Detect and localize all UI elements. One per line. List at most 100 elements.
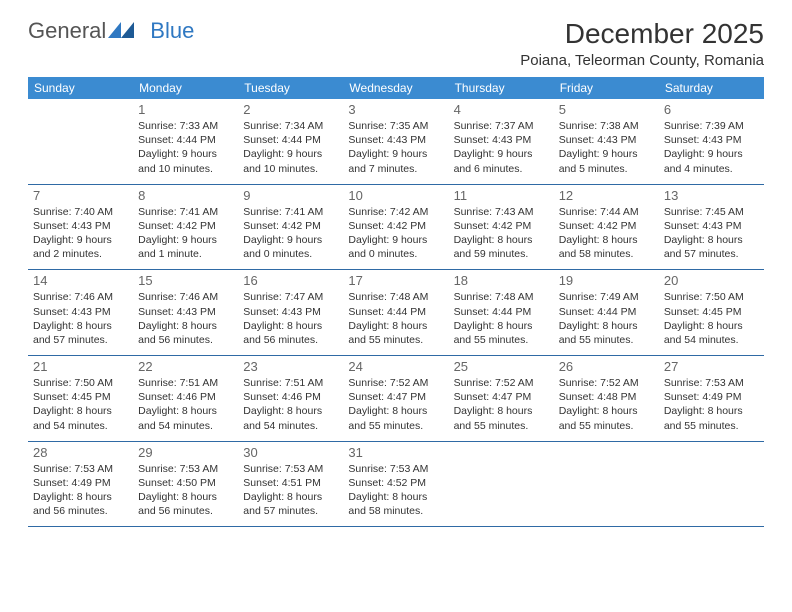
calendar-table: SundayMondayTuesdayWednesdayThursdayFrid… xyxy=(28,77,764,527)
day-number: 14 xyxy=(33,273,128,288)
day-cell: 29 Sunrise: 7:53 AMSunset: 4:50 PMDayligh… xyxy=(133,441,238,527)
day-number: 11 xyxy=(454,188,549,203)
day-number: 20 xyxy=(664,273,759,288)
day-info: Sunrise: 7:46 AMSunset: 4:43 PMDaylight:… xyxy=(138,290,233,347)
day-number: 8 xyxy=(138,188,233,203)
day-cell: 24Sunrise: 7:52 AMSunset: 4:47 PMDayligh… xyxy=(343,356,448,442)
day-cell: 16 Sunrise: 7:47 AMSunset: 4:43 PMDayligh… xyxy=(238,270,343,356)
day-cell: 13 Sunrise: 7:45 AMSunset: 4:43 PMDayligh… xyxy=(659,184,764,270)
day-info: Sunrise: 7:33 AMSunset: 4:44 PMDaylight:… xyxy=(138,119,233,176)
day-number: 18 xyxy=(454,273,549,288)
weekday-thursday: Thursday xyxy=(449,77,554,99)
month-title: December 2025 xyxy=(520,18,764,50)
day-info: Sunrise: 7:51 AMSunset: 4:46 PMDaylight:… xyxy=(243,376,338,433)
day-number: 10 xyxy=(348,188,443,203)
day-number: 17 xyxy=(348,273,443,288)
day-cell: 5Sunrise: 7:38 AMSunset: 4:43 PMDaylight… xyxy=(554,99,659,184)
location: Poiana, Teleorman County, Romania xyxy=(520,52,764,69)
day-info: Sunrise: 7:51 AMSunset: 4:46 PMDaylight:… xyxy=(138,376,233,433)
day-info: Sunrise: 7:46 AMSunset: 4:43 PMDaylight:… xyxy=(33,290,128,347)
day-number: 9 xyxy=(243,188,338,203)
logo-text-1: General xyxy=(28,18,106,44)
day-number: 13 xyxy=(664,188,759,203)
day-cell xyxy=(659,441,764,527)
day-info: Sunrise: 7:44 AMSunset: 4:42 PMDaylight:… xyxy=(559,205,654,262)
weekday-tuesday: Tuesday xyxy=(238,77,343,99)
logo: General Blue xyxy=(28,18,194,44)
day-info: Sunrise: 7:43 AMSunset: 4:42 PMDaylight:… xyxy=(454,205,549,262)
day-number: 28 xyxy=(33,445,128,460)
day-info: Sunrise: 7:47 AMSunset: 4:43 PMDaylight:… xyxy=(243,290,338,347)
day-cell: 19 Sunrise: 7:49 AMSunset: 4:44 PMDayligh… xyxy=(554,270,659,356)
day-number: 29 xyxy=(138,445,233,460)
weekday-wednesday: Wednesday xyxy=(343,77,448,99)
day-cell xyxy=(554,441,659,527)
day-info: Sunrise: 7:53 AMSunset: 4:52 PMDaylight:… xyxy=(348,462,443,519)
day-number: 27 xyxy=(664,359,759,374)
day-number: 4 xyxy=(454,102,549,117)
day-info: Sunrise: 7:34 AMSunset: 4:44 PMDaylight:… xyxy=(243,119,338,176)
calendar-body: 1 Sunrise: 7:33 AMSunset: 4:44 PMDaylight… xyxy=(28,99,764,527)
day-number: 30 xyxy=(243,445,338,460)
day-cell: 12 Sunrise: 7:44 AMSunset: 4:42 PMDayligh… xyxy=(554,184,659,270)
week-row: 7 Sunrise: 7:40 AMSunset: 4:43 PMDaylight… xyxy=(28,184,764,270)
day-number: 6 xyxy=(664,102,759,117)
day-cell: 31 Sunrise: 7:53 AMSunset: 4:52 PMDayligh… xyxy=(343,441,448,527)
day-info: Sunrise: 7:52 AMSunset: 4:47 PMDaylight:… xyxy=(454,376,549,433)
day-info: Sunrise: 7:49 AMSunset: 4:44 PMDaylight:… xyxy=(559,290,654,347)
day-number: 3 xyxy=(348,102,443,117)
day-info: Sunrise: 7:37 AMSunset: 4:43 PMDaylight:… xyxy=(454,119,549,176)
day-cell: 25 Sunrise: 7:52 AMSunset: 4:47 PMDayligh… xyxy=(449,356,554,442)
day-cell: 20Sunrise: 7:50 AMSunset: 4:45 PMDayligh… xyxy=(659,270,764,356)
day-cell: 9 Sunrise: 7:41 AMSunset: 4:42 PMDaylight… xyxy=(238,184,343,270)
day-info: Sunrise: 7:42 AMSunset: 4:42 PMDaylight:… xyxy=(348,205,443,262)
day-number: 19 xyxy=(559,273,654,288)
week-row: 14 Sunrise: 7:46 AMSunset: 4:43 PMDayligh… xyxy=(28,270,764,356)
day-cell: 21Sunrise: 7:50 AMSunset: 4:45 PMDayligh… xyxy=(28,356,133,442)
day-cell: 18 Sunrise: 7:48 AMSunset: 4:44 PMDayligh… xyxy=(449,270,554,356)
day-info: Sunrise: 7:52 AMSunset: 4:47 PMDaylight:… xyxy=(348,376,443,433)
day-info: Sunrise: 7:35 AMSunset: 4:43 PMDaylight:… xyxy=(348,119,443,176)
day-info: Sunrise: 7:45 AMSunset: 4:43 PMDaylight:… xyxy=(664,205,759,262)
day-number: 21 xyxy=(33,359,128,374)
day-cell: 4 Sunrise: 7:37 AMSunset: 4:43 PMDaylight… xyxy=(449,99,554,184)
day-number: 26 xyxy=(559,359,654,374)
logo-text-2: Blue xyxy=(150,18,194,44)
day-cell: 2Sunrise: 7:34 AMSunset: 4:44 PMDaylight… xyxy=(238,99,343,184)
day-cell: 1 Sunrise: 7:33 AMSunset: 4:44 PMDaylight… xyxy=(133,99,238,184)
day-cell: 26 Sunrise: 7:52 AMSunset: 4:48 PMDayligh… xyxy=(554,356,659,442)
day-number: 12 xyxy=(559,188,654,203)
day-cell xyxy=(449,441,554,527)
day-number: 25 xyxy=(454,359,549,374)
day-number: 7 xyxy=(33,188,128,203)
week-row: 1 Sunrise: 7:33 AMSunset: 4:44 PMDaylight… xyxy=(28,99,764,184)
week-row: 21Sunrise: 7:50 AMSunset: 4:45 PMDayligh… xyxy=(28,356,764,442)
logo-icon xyxy=(108,18,134,44)
header: General Blue December 2025 Poiana, Teleo… xyxy=(28,18,764,69)
day-info: Sunrise: 7:53 AMSunset: 4:50 PMDaylight:… xyxy=(138,462,233,519)
day-info: Sunrise: 7:53 AMSunset: 4:49 PMDaylight:… xyxy=(664,376,759,433)
day-cell: 10 Sunrise: 7:42 AMSunset: 4:42 PMDayligh… xyxy=(343,184,448,270)
weekday-friday: Friday xyxy=(554,77,659,99)
day-info: Sunrise: 7:41 AMSunset: 4:42 PMDaylight:… xyxy=(138,205,233,262)
day-info: Sunrise: 7:40 AMSunset: 4:43 PMDaylight:… xyxy=(33,205,128,262)
day-info: Sunrise: 7:48 AMSunset: 4:44 PMDaylight:… xyxy=(454,290,549,347)
week-row: 28Sunrise: 7:53 AMSunset: 4:49 PMDayligh… xyxy=(28,441,764,527)
day-cell: 3 Sunrise: 7:35 AMSunset: 4:43 PMDaylight… xyxy=(343,99,448,184)
weekday-header-row: SundayMondayTuesdayWednesdayThursdayFrid… xyxy=(28,77,764,99)
day-info: Sunrise: 7:39 AMSunset: 4:43 PMDaylight:… xyxy=(664,119,759,176)
day-number: 16 xyxy=(243,273,338,288)
day-number: 1 xyxy=(138,102,233,117)
weekday-saturday: Saturday xyxy=(659,77,764,99)
day-cell: 11 Sunrise: 7:43 AMSunset: 4:42 PMDayligh… xyxy=(449,184,554,270)
day-number: 31 xyxy=(348,445,443,460)
day-cell: 6 Sunrise: 7:39 AMSunset: 4:43 PMDaylight… xyxy=(659,99,764,184)
day-info: Sunrise: 7:41 AMSunset: 4:42 PMDaylight:… xyxy=(243,205,338,262)
weekday-sunday: Sunday xyxy=(28,77,133,99)
day-number: 5 xyxy=(559,102,654,117)
day-cell: 17Sunrise: 7:48 AMSunset: 4:44 PMDayligh… xyxy=(343,270,448,356)
day-info: Sunrise: 7:52 AMSunset: 4:48 PMDaylight:… xyxy=(559,376,654,433)
day-cell: 23Sunrise: 7:51 AMSunset: 4:46 PMDayligh… xyxy=(238,356,343,442)
day-cell: 30 Sunrise: 7:53 AMSunset: 4:51 PMDayligh… xyxy=(238,441,343,527)
day-info: Sunrise: 7:53 AMSunset: 4:51 PMDaylight:… xyxy=(243,462,338,519)
